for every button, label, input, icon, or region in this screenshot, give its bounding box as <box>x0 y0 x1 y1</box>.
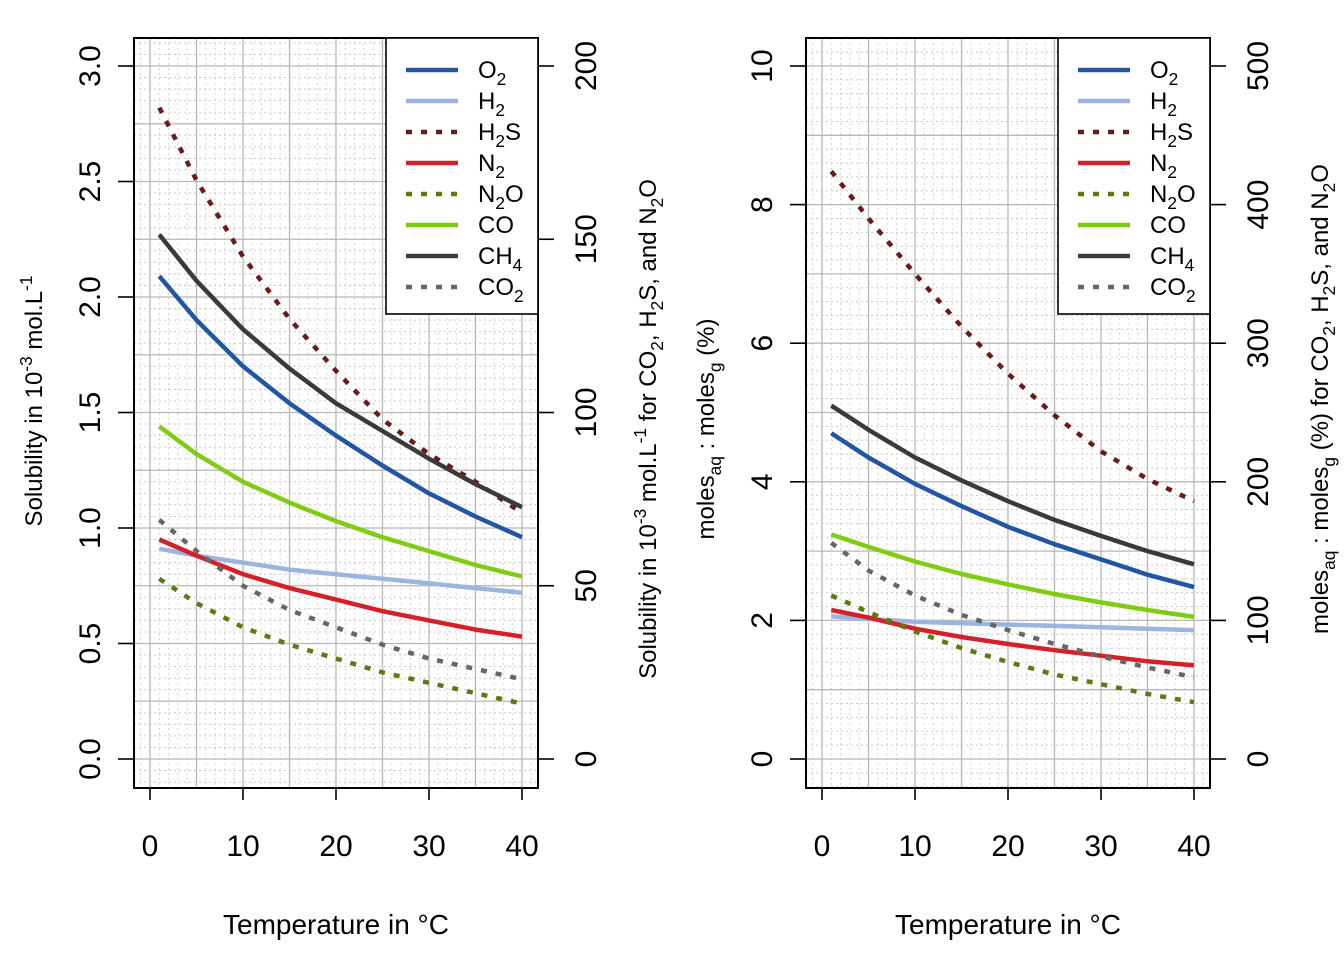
y-tick-label: 10 <box>746 49 779 82</box>
legend-label-n2: N2 <box>478 150 505 182</box>
y-right-tick-label: 200 <box>570 41 603 91</box>
y-tick-label: 0.0 <box>74 738 107 780</box>
y-tick-label: 6 <box>746 335 779 352</box>
y-axis-left: 0 2 4 6 8 10 <box>746 49 806 767</box>
x-tick-label: 30 <box>412 830 445 863</box>
y-tick-label: 3.0 <box>74 45 107 87</box>
legend-label-h2s: H2S <box>1150 119 1193 151</box>
y-axis-title: molesaq : molesg (%) <box>693 319 725 540</box>
y-tick-label: 0.5 <box>74 623 107 665</box>
y-right-tick-label: 0 <box>1242 751 1275 768</box>
legend-label-o2: O2 <box>1150 57 1178 89</box>
x-axis: 0 10 20 30 40 Temperature in °C <box>814 787 1211 940</box>
x-axis-title: Temperature in °C <box>895 909 1121 940</box>
y-tick-label: 1.5 <box>74 392 107 434</box>
x-axis: 0 10 20 30 40 Temperature in °C <box>142 787 539 940</box>
x-tick-label: 40 <box>1177 830 1210 863</box>
y-tick-label: 0 <box>746 751 779 768</box>
series-line-n2o <box>158 576 523 706</box>
y-right-tick-label: 150 <box>570 214 603 264</box>
legend-label-h2: H2 <box>478 88 505 120</box>
y-right-tick-label: 200 <box>1242 457 1275 507</box>
series-line-ch4 <box>157 233 524 510</box>
y-axis-title: Solubility in 10-3 mol.L-1 <box>16 276 48 527</box>
legend-label-n2: N2 <box>1150 150 1177 182</box>
series-line-co <box>157 424 523 579</box>
series-line-n2o <box>830 593 1195 705</box>
y-right-axis-title: molesaq : molesg (%) for CO2, H2S, and N… <box>1307 164 1339 634</box>
legend-label-ch4: CH4 <box>1150 243 1195 275</box>
legend-box <box>1057 37 1211 315</box>
x-tick-label: 20 <box>991 830 1024 863</box>
series-line-co <box>830 532 1195 620</box>
y-right-tick-label: 100 <box>1242 595 1275 645</box>
x-tick-label: 10 <box>226 830 259 863</box>
series-line-n2 <box>830 607 1195 668</box>
series-line-h2s <box>157 106 524 515</box>
y-tick-label: 8 <box>746 196 779 213</box>
series-line-o2 <box>830 431 1195 590</box>
legend-label-co2: CO2 <box>1150 274 1196 306</box>
legend-label-co: CO <box>1150 212 1186 239</box>
legend-box <box>385 37 539 315</box>
y-right-tick-label: 100 <box>570 387 603 437</box>
legend-label-h2: H2 <box>1150 88 1177 120</box>
y-tick-label: 2 <box>746 612 779 629</box>
x-tick-label: 10 <box>898 830 931 863</box>
y-axis-right: 0 50 100 150 200 <box>537 41 603 768</box>
legend-label-n2o: N2O <box>1150 181 1196 213</box>
x-tick-label: 20 <box>319 830 352 863</box>
series-line-ch4 <box>830 403 1195 567</box>
y-right-tick-label: 300 <box>1242 318 1275 368</box>
x-axis-title: Temperature in °C <box>223 909 449 940</box>
series-line-n2 <box>158 537 523 639</box>
panel-1: 0 10 20 30 40 Temperature in °C 0.0 0.5 1.0 1.5 2.… <box>16 37 667 940</box>
x-tick-label: 40 <box>505 830 538 863</box>
y-right-tick-label: 0 <box>570 751 603 768</box>
y-tick-label: 2.5 <box>74 161 107 203</box>
y-right-tick-label: 400 <box>1242 180 1275 230</box>
legend-label-n2o: N2O <box>478 181 524 213</box>
y-tick-label: 1.0 <box>74 507 107 549</box>
x-tick-label: 0 <box>142 830 159 863</box>
x-tick-label: 0 <box>814 830 831 863</box>
y-right-tick-label: 50 <box>570 569 603 602</box>
x-tick-label: 30 <box>1084 830 1117 863</box>
legend-label-co2: CO2 <box>478 274 524 306</box>
series-line-h2 <box>158 546 523 595</box>
legend-label-ch4: CH4 <box>478 243 523 275</box>
y-right-axis-title: Solubility in 10-3 mol.L-1 for CO2, H2S,… <box>630 179 667 679</box>
series-line-co2 <box>829 540 1195 680</box>
y-right-tick-label: 500 <box>1242 41 1275 91</box>
series-line-o2 <box>157 274 523 540</box>
y-axis-right: 0 100 200 300 400 500 <box>1209 41 1275 768</box>
legend-label-h2s: H2S <box>478 119 521 151</box>
y-tick-label: 2.0 <box>74 276 107 318</box>
y-axis-left: 0.0 0.5 1.0 1.5 2.0 2.5 3.0 <box>74 45 134 780</box>
legend-label-o2: O2 <box>478 57 506 89</box>
y-tick-label: 4 <box>746 473 779 490</box>
legend-label-co: CO <box>478 212 514 239</box>
